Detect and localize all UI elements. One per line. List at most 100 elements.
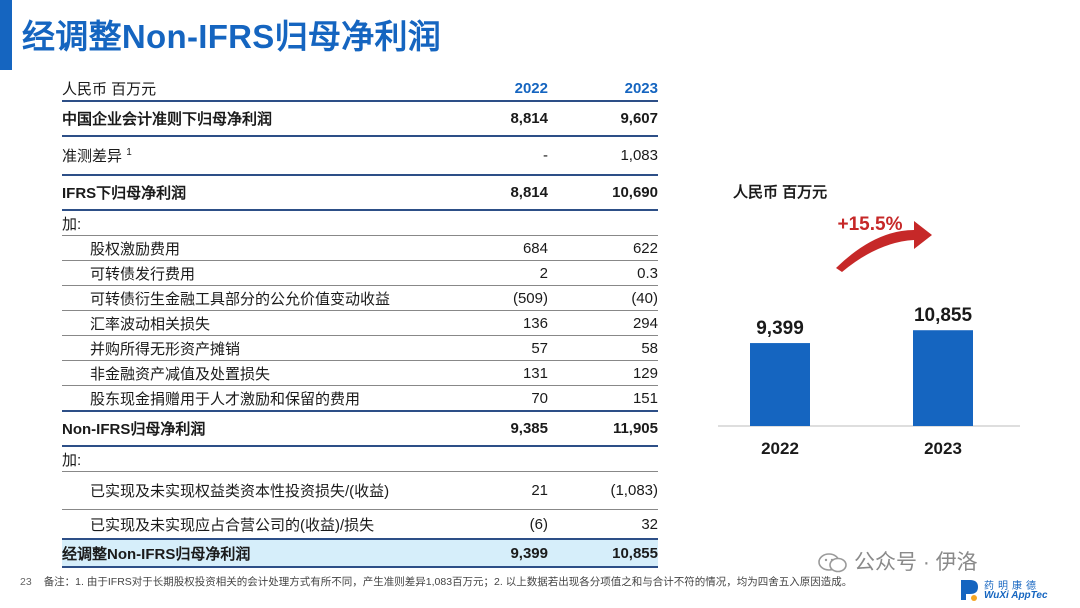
table-row: 加:	[62, 211, 658, 235]
table-divider	[62, 445, 658, 447]
wechat-watermark: 公众号 · 伊洛	[818, 546, 978, 576]
category-tick-label: 2023	[924, 439, 962, 458]
value-2023: (40)	[631, 289, 658, 307]
table-row: 准测差异 1 - 1,083	[62, 137, 658, 174]
table-row: 可转债发行费用 2 0.3	[62, 261, 658, 285]
row-label: 加:	[62, 215, 82, 233]
value-2022: 8,814	[510, 110, 548, 127]
row-label: 经调整Non-IFRS归母净利润	[62, 545, 251, 563]
table-divider	[62, 360, 658, 361]
table-divider	[62, 285, 658, 286]
unit-label: 人民币 百万元	[62, 80, 157, 98]
growth-arrow	[836, 221, 932, 272]
value-2022: 57	[531, 339, 548, 357]
table-row: 可转债衍生金融工具部分的公允价值变动收益 (509) (40)	[62, 286, 658, 310]
wuxi-apptec-logo: 药明康德 WuXi AppTec	[958, 576, 1070, 604]
bar-value-label: 10,855	[914, 305, 973, 326]
growth-label: +15.5%	[838, 214, 903, 235]
value-2022: 21	[531, 482, 548, 499]
page-number: 23	[20, 576, 32, 588]
row-label: 已实现及未实现权益类资本性投资损失/(收益)	[90, 483, 390, 500]
value-2023: (1,083)	[610, 482, 658, 499]
net-profit-bar-chart: +15.5% 9,399 2022 10,855 2023	[718, 214, 1020, 458]
table-row: IFRS下归母净利润 8,814 10,690	[62, 176, 658, 209]
value-2022: 8,814	[510, 184, 548, 201]
table-header-row: 人民币 百万元 2022 2023	[62, 76, 658, 100]
value-2022: (6)	[529, 515, 548, 533]
value-2023: 32	[641, 515, 658, 533]
row-label: 中国企业会计准则下归母净利润	[62, 111, 273, 128]
table-row-total: 经调整Non-IFRS归母净利润 9,399 10,855	[62, 540, 658, 566]
value-2022: 684	[522, 239, 548, 257]
table-row: 股东现金捐赠用于人才激励和保留的费用 70 151	[62, 386, 658, 410]
table-row: 已实现及未实现权益类资本性投资损失/(收益) 21 (1,083)	[62, 472, 658, 509]
bar-value-label: 9,399	[756, 318, 804, 339]
value-2022: (509)	[512, 289, 548, 307]
value-2022: -	[543, 147, 548, 164]
footnote-marker: 1	[126, 147, 132, 158]
row-label: 加:	[62, 451, 82, 469]
bar-2022	[750, 343, 810, 426]
category-tick-label: 2022	[761, 439, 799, 458]
row-label: 可转债衍生金融工具部分的公允价值变动收益	[90, 290, 391, 308]
footnote-text: 备注：1. 由于IFRS对于长期股权投资相关的会计处理方式有所不同，产生准则差异…	[43, 576, 853, 588]
table-divider	[62, 335, 658, 336]
table-divider	[62, 135, 658, 137]
value-2022: 9,399	[510, 544, 548, 562]
table-divider	[62, 174, 658, 176]
value-2023: 58	[641, 339, 658, 357]
value-2022: 136	[522, 314, 548, 332]
slide-title: 经调整Non-IFRS归母净利润	[22, 18, 442, 55]
value-2023: 10,855	[612, 544, 658, 562]
value-2023: 129	[632, 364, 658, 382]
col-header-2022: 2022	[514, 79, 548, 97]
value-2023: 11,905	[612, 420, 658, 437]
table-divider	[62, 566, 658, 568]
table-row: 已实现及未实现应占合营公司的(收益)/损失 (6) 32	[62, 510, 658, 538]
table-divider	[62, 260, 658, 261]
watermark-text: 公众号 · 伊洛	[854, 551, 978, 574]
logo-en-text: WuXi AppTec	[984, 590, 1048, 601]
row-label: 非金融资产减值及处置损失	[90, 365, 271, 383]
value-2023: 622	[632, 239, 658, 257]
footnote: 23 备注：1. 由于IFRS对于长期股权投资相关的会计处理方式有所不同，产生准则…	[20, 574, 852, 589]
table-divider	[62, 509, 658, 510]
value-2023: 10,690	[612, 184, 658, 201]
table-row: Non-IFRS归母净利润 9,385 11,905	[62, 412, 658, 445]
table-divider	[62, 538, 658, 540]
bar-2023	[913, 330, 973, 426]
value-2022: 70	[531, 389, 548, 407]
table-divider	[62, 100, 658, 102]
row-label: 并购所得无形资产摊销	[90, 340, 241, 358]
chart-unit-label: 人民币 百万元	[733, 184, 828, 201]
table-row: 并购所得无形资产摊销 57 58	[62, 336, 658, 360]
table-divider	[62, 235, 658, 236]
value-2023: 151	[632, 389, 658, 407]
table-row: 汇率波动相关损失 136 294	[62, 311, 658, 335]
profit-table: 人民币 百万元 2022 2023 中国企业会计准则下归母净利润 8,814 9…	[62, 76, 658, 568]
row-label: IFRS下归母净利润	[62, 185, 187, 202]
table-divider	[62, 209, 658, 211]
value-2022: 131	[522, 364, 548, 382]
row-label: Non-IFRS归母净利润	[62, 421, 206, 438]
value-2022: 9,385	[510, 420, 548, 437]
logo-mark-icon	[961, 580, 978, 601]
row-label: 可转债发行费用	[90, 265, 196, 283]
value-2023: 0.3	[637, 264, 658, 282]
table-divider	[62, 385, 658, 386]
table-row: 股权激励费用 684 622	[62, 236, 658, 260]
wechat-icon	[818, 553, 847, 573]
value-2023: 1,083	[620, 147, 658, 164]
table-divider	[62, 410, 658, 412]
logo-cn-text: 药明康德	[984, 581, 1040, 592]
table-row: 中国企业会计准则下归母净利润 8,814 9,607	[62, 102, 658, 135]
table-divider	[62, 471, 658, 472]
row-label: 股权激励费用	[90, 240, 181, 258]
value-2023: 294	[632, 314, 658, 332]
row-label: 准测差异 1	[62, 147, 132, 165]
table-divider	[62, 310, 658, 311]
table-row: 非金融资产减值及处置损失 131 129	[62, 361, 658, 385]
row-label: 汇率波动相关损失	[90, 315, 211, 333]
col-header-2023: 2023	[624, 79, 658, 97]
table-row: 加:	[62, 447, 658, 471]
